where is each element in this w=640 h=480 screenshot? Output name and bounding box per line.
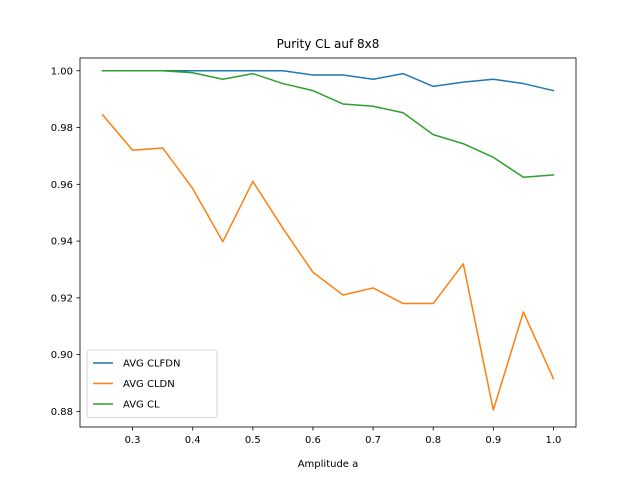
x-axis-label: Amplitude a	[298, 459, 359, 470]
y-tick-label: 0.88	[51, 407, 73, 418]
legend-label: AVG CLFDN	[123, 359, 180, 370]
x-axis-ticks: 0.3 0.4 0.5 0.6 0.7 0.8 0.9 1.0	[125, 427, 562, 446]
y-tick-label: 0.92	[51, 293, 73, 304]
plot-frame	[79, 57, 577, 428]
x-tick-label: 1.0	[546, 435, 562, 446]
chart-title: Purity CL auf 8x8	[277, 37, 380, 51]
x-tick-label: 0.6	[305, 435, 321, 446]
x-tick-label: 0.8	[425, 435, 441, 446]
y-tick-label: 0.96	[51, 180, 73, 191]
y-tick-label: 0.98	[51, 123, 73, 134]
series-line-0	[101, 70, 555, 92]
x-tick-label: 0.3	[125, 435, 141, 446]
series-line-2	[101, 70, 555, 178]
x-tick-label: 0.4	[185, 435, 201, 446]
x-tick-label: 0.7	[365, 435, 381, 446]
series-lines	[101, 70, 555, 411]
y-tick-label: 0.90	[51, 350, 73, 361]
y-tick-label: 1.00	[51, 66, 73, 77]
legend: AVG CLFDN AVG CLDN AVG CL	[86, 349, 218, 418]
legend-label: AVG CL	[123, 400, 160, 411]
x-tick-label: 0.9	[485, 435, 501, 446]
legend-box	[86, 349, 218, 418]
y-tick-label: 0.94	[51, 237, 73, 248]
series-line-1	[101, 113, 555, 411]
legend-label: AVG CLDN	[123, 379, 175, 390]
y-axis-ticks: 0.88 0.90 0.92 0.94 0.96 0.98 1.00	[51, 66, 80, 418]
x-tick-label: 0.5	[245, 435, 261, 446]
